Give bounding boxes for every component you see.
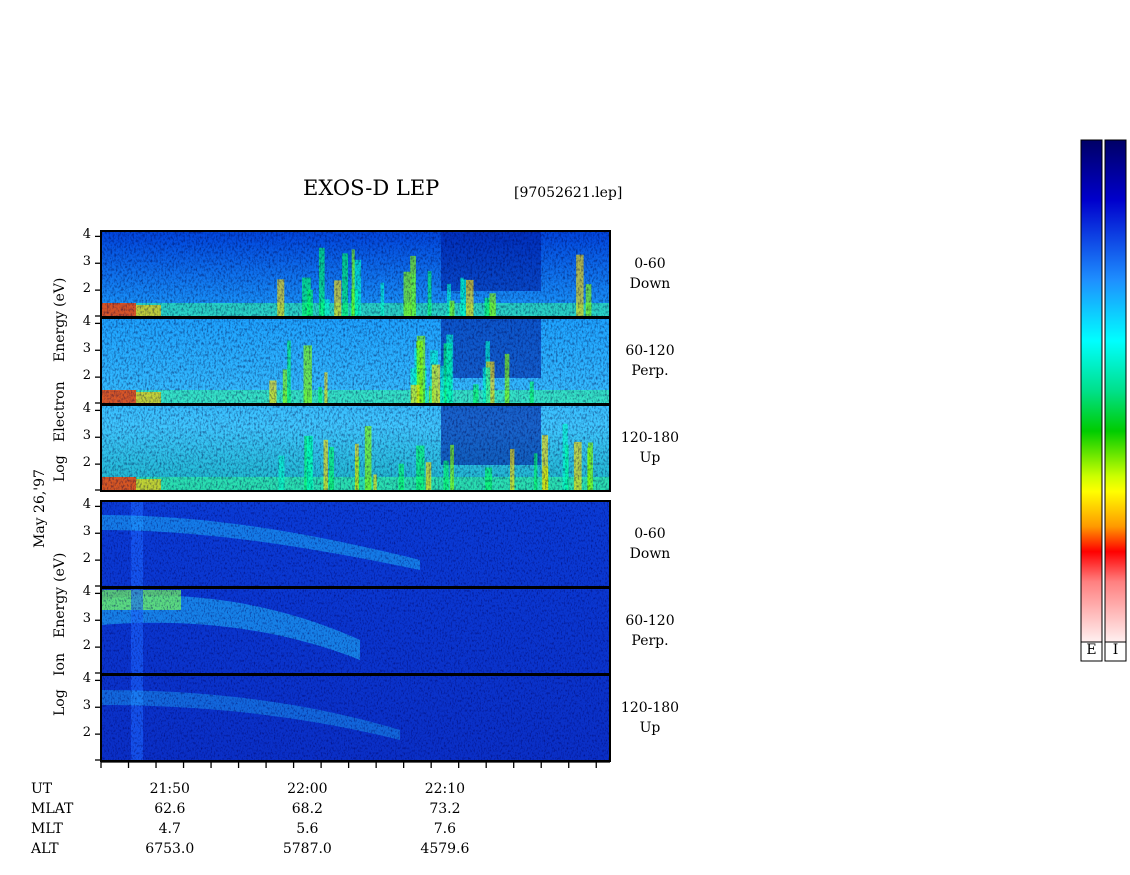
x-mlat-value: 73.2 xyxy=(429,801,461,817)
colorbar-label-e: E xyxy=(1086,642,1097,658)
y-tick-label: 3 xyxy=(82,254,91,270)
pitch-angle-label: 60-120 xyxy=(625,343,675,359)
y-tick-label: 4 xyxy=(82,227,91,243)
pitch-angle-label: 60-120 xyxy=(625,613,675,629)
x-alt-value: 4579.6 xyxy=(420,841,470,857)
row-label-alt: ALT xyxy=(31,841,59,857)
y-tick-label: 3 xyxy=(82,341,91,357)
electron-ylabel-unit: (eV) xyxy=(52,277,68,307)
ion-ylabel-unit: (eV) xyxy=(52,552,68,582)
y-tick-label: 4 xyxy=(82,314,91,330)
x-mlt-value: 7.6 xyxy=(433,821,457,837)
electron-ylabel-energy: Energy xyxy=(52,310,68,362)
direction-label: Perp. xyxy=(631,633,669,649)
chart-title: EXOS-D LEP xyxy=(303,176,440,200)
row-label-ut: UT xyxy=(31,781,53,797)
y-tick-label: 2 xyxy=(82,725,91,741)
y-tick-label: 3 xyxy=(82,428,91,444)
y-tick-label: 2 xyxy=(82,368,91,384)
colorbar-ion xyxy=(1104,139,1127,662)
x-ut-value: 22:00 xyxy=(287,781,328,797)
y-tick-label: 4 xyxy=(82,497,91,513)
y-tick-label: 3 xyxy=(82,611,91,627)
pitch-angle-label: 120-180 xyxy=(620,700,680,716)
y-tick-label: 2 xyxy=(82,638,91,654)
x-mlat-value: 62.6 xyxy=(154,801,186,817)
panel-frame-5 xyxy=(100,674,611,762)
y-tick-label: 3 xyxy=(82,698,91,714)
pitch-angle-label: 0-60 xyxy=(634,256,666,272)
y-tick-label: 3 xyxy=(82,524,91,540)
direction-label: Down xyxy=(629,276,671,292)
x-ut-value: 21:50 xyxy=(149,781,190,797)
electron-spectrogram xyxy=(101,231,610,491)
electron-ylabel-species: Electron xyxy=(52,381,68,442)
y-tick-label: 2 xyxy=(82,281,91,297)
direction-label: Up xyxy=(639,450,661,466)
x-mlat-value: 68.2 xyxy=(291,801,323,817)
electron-ylabel-log: Log xyxy=(52,455,68,482)
file-name: [97052621.lep] xyxy=(514,185,623,201)
row-label-mlat: MLAT xyxy=(31,801,74,817)
direction-label: Perp. xyxy=(631,363,669,379)
pitch-angle-label: 120-180 xyxy=(620,430,680,446)
x-mlt-value: 4.7 xyxy=(158,821,181,837)
direction-label: Down xyxy=(629,546,671,562)
direction-label: Up xyxy=(639,720,661,736)
pitch-angle-label: 0-60 xyxy=(634,526,666,542)
y-tick-label: 2 xyxy=(82,551,91,567)
y-tick-label: 2 xyxy=(82,455,91,471)
panel-frame-2 xyxy=(100,404,611,492)
colorbar-label-i: I xyxy=(1112,642,1119,658)
ion-spectrogram xyxy=(101,501,610,761)
x-ut-value: 22:10 xyxy=(424,781,466,797)
x-mlt-value: 5.6 xyxy=(296,821,319,837)
y-tick-label: 4 xyxy=(82,401,91,417)
ion-ylabel-species: Ion xyxy=(52,653,68,676)
ion-ylabel-log: Log xyxy=(52,689,68,716)
y-tick-label: 4 xyxy=(82,584,91,600)
x-alt-value: 6753.0 xyxy=(145,841,195,857)
colorbar-electron xyxy=(1080,139,1103,662)
row-label-mlt: MLT xyxy=(31,821,63,837)
ion-ylabel-energy: Energy xyxy=(52,586,68,638)
y-tick-label: 4 xyxy=(82,671,91,687)
x-alt-value: 5787.0 xyxy=(282,841,332,857)
date-label: May 26,'97 xyxy=(32,469,48,548)
